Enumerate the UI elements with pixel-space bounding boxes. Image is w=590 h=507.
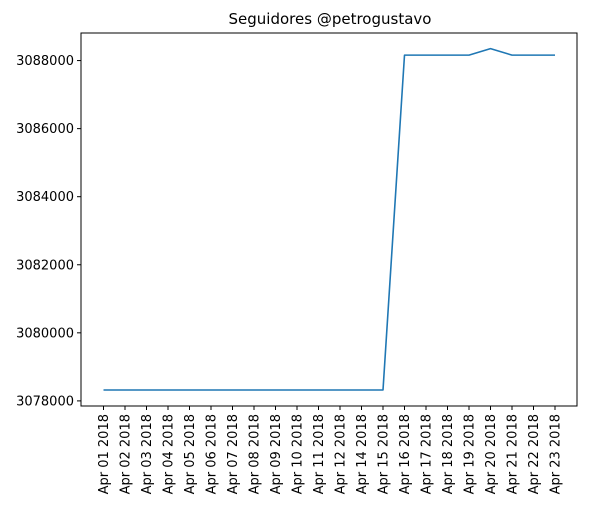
x-tick-label: Apr 08 2018 bbox=[248, 414, 263, 494]
x-tick-label: Apr 11 2018 bbox=[312, 414, 327, 494]
x-tick-label: Apr 05 2018 bbox=[183, 414, 198, 494]
x-tick-label: Apr 23 2018 bbox=[549, 414, 564, 494]
x-axis: Apr 01 2018 Apr 02 2018 Apr 03 2018 Apr 04 … bbox=[97, 406, 564, 494]
plot-frame bbox=[80, 32, 578, 407]
series-line bbox=[103, 47, 555, 391]
x-tick-label: Apr 20 2018 bbox=[484, 414, 499, 494]
x-tick-label: Apr 12 2018 bbox=[334, 414, 349, 494]
x-tick-label: Apr 03 2018 bbox=[140, 414, 155, 494]
x-tick-label: Apr 10 2018 bbox=[291, 414, 306, 494]
x-tick-label: Apr 01 2018 bbox=[97, 414, 112, 494]
x-tick-label: Apr 15 2018 bbox=[377, 414, 392, 494]
x-tick-label: Apr 14 2018 bbox=[355, 414, 370, 494]
x-tick-label: Apr 22 2018 bbox=[527, 414, 542, 494]
y-tick-label: 3080000 bbox=[16, 326, 74, 341]
x-tick-label: Apr 09 2018 bbox=[269, 414, 284, 494]
chart-title: Seguidores @petrogustavo bbox=[229, 10, 432, 28]
y-axis: 3078000 3080000 3082000 3084000 3086000 30880… bbox=[16, 54, 81, 409]
y-tick-label: 3086000 bbox=[16, 122, 74, 137]
x-tick-label: Apr 04 2018 bbox=[162, 414, 177, 494]
x-tick-label: Apr 18 2018 bbox=[441, 414, 456, 494]
y-tick-label: 3088000 bbox=[16, 54, 74, 69]
x-tick-label: Apr 07 2018 bbox=[226, 414, 241, 494]
x-tick-label: Apr 02 2018 bbox=[119, 414, 134, 494]
y-tick-label: 3078000 bbox=[16, 394, 74, 409]
x-tick-label: Apr 21 2018 bbox=[506, 414, 521, 494]
x-tick-label: Apr 16 2018 bbox=[398, 414, 413, 494]
x-tick-label: Apr 19 2018 bbox=[463, 414, 478, 494]
x-tick-label: Apr 06 2018 bbox=[205, 414, 220, 494]
y-tick-label: 3084000 bbox=[16, 190, 74, 205]
x-tick-label: Apr 17 2018 bbox=[420, 414, 435, 494]
y-tick-label: 3082000 bbox=[16, 258, 74, 273]
